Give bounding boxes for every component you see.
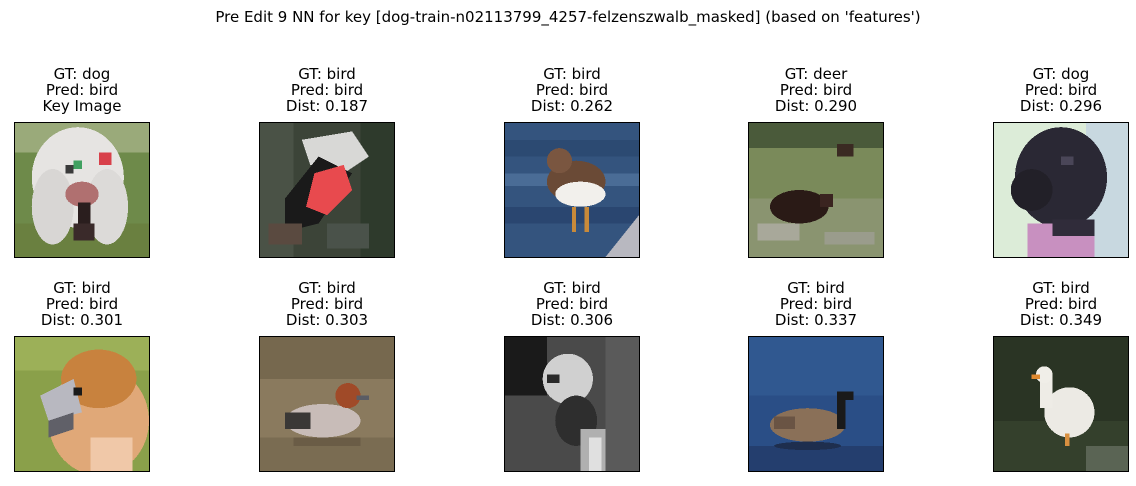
distance-label: Dist: 0.337 [774, 311, 858, 329]
panel-caption: GT: dog Pred: bird Key Image [14, 66, 150, 114]
neighbor-panel: GT: bird Pred: bird Dist: 0.303 [259, 280, 395, 472]
panel-caption: GT: dog Pred: bird Dist: 0.296 [993, 66, 1129, 114]
neighbor-panel: GT: bird Pred: bird Dist: 0.306 [504, 280, 640, 472]
distance-label: Dist: 0.303 [285, 311, 369, 329]
deer-lying-in-grass [748, 122, 884, 258]
gt-label: GT: bird [298, 279, 356, 297]
gt-label: GT: bird [543, 279, 601, 297]
pred-label: Pred: bird [45, 81, 119, 99]
neighbor-panel: GT: deer Pred: bird Dist: 0.290 [748, 66, 884, 258]
gt-label: GT: dog [1032, 65, 1090, 83]
gt-label: GT: bird [53, 279, 111, 297]
gt-label: GT: deer [784, 65, 848, 83]
distance-label: Dist: 0.290 [774, 97, 858, 115]
panel-caption: GT: bird Pred: bird Dist: 0.303 [259, 280, 395, 328]
panel-caption: GT: bird Pred: bird Dist: 0.337 [748, 280, 884, 328]
figure-title: Pre Edit 9 NN for key [dog-train-n021137… [215, 8, 921, 26]
sandpiper-on-water [504, 122, 640, 258]
gt-label: GT: bird [298, 65, 356, 83]
neighbor-panel: GT: bird Pred: bird Dist: 0.349 [993, 280, 1129, 472]
gt-label: GT: bird [543, 65, 601, 83]
gt-label: GT: bird [787, 279, 845, 297]
pred-label: Pred: bird [779, 81, 853, 99]
gt-label: GT: dog [53, 65, 111, 83]
pred-label: Pred: bird [779, 295, 853, 313]
distance-label: Dist: 0.262 [530, 97, 614, 115]
pred-label: Pred: bird [290, 81, 364, 99]
bird-red-wing [259, 122, 395, 258]
black-dog-head [993, 122, 1129, 258]
panel-caption: GT: bird Pred: bird Dist: 0.187 [259, 66, 395, 114]
pred-label: Pred: bird [1024, 81, 1098, 99]
panel-caption: GT: bird Pred: bird Dist: 0.262 [504, 66, 640, 114]
pred-label: Pred: bird [1024, 295, 1098, 313]
gt-label: GT: bird [1032, 279, 1090, 297]
neighbor-panel: GT: bird Pred: bird Dist: 0.187 [259, 66, 395, 258]
duck-on-pond [259, 336, 395, 472]
white-dog-key-image [14, 122, 150, 258]
neighbor-panel: GT: bird Pred: bird Dist: 0.337 [748, 280, 884, 472]
distance-label: Dist: 0.349 [1019, 311, 1103, 329]
distance-label: Dist: 0.187 [285, 97, 369, 115]
pred-label: Pred: bird [535, 81, 609, 99]
key-image-label: Key Image [42, 97, 122, 115]
panel-caption: GT: bird Pred: bird Dist: 0.306 [504, 280, 640, 328]
panel-caption: GT: deer Pred: bird Dist: 0.290 [748, 66, 884, 114]
panel-caption: GT: bird Pred: bird Dist: 0.301 [14, 280, 150, 328]
neighbor-panel: GT: dog Pred: bird Dist: 0.296 [993, 66, 1129, 258]
distance-label: Dist: 0.306 [530, 311, 614, 329]
hawfinch-on-grass [14, 336, 150, 472]
goose-on-blue-water [748, 336, 884, 472]
neighbor-panel: GT: bird Pred: bird Dist: 0.262 [504, 66, 640, 258]
panel-caption: GT: bird Pred: bird Dist: 0.349 [993, 280, 1129, 328]
distance-label: Dist: 0.296 [1019, 97, 1103, 115]
pred-label: Pred: bird [290, 295, 364, 313]
white-duck-dark-background [993, 336, 1129, 472]
pred-label: Pred: bird [45, 295, 119, 313]
grayscale-bird [504, 336, 640, 472]
pred-label: Pred: bird [535, 295, 609, 313]
distance-label: Dist: 0.301 [40, 311, 124, 329]
neighbor-panel: GT: dog Pred: bird Key Image [14, 66, 150, 258]
neighbor-panel: GT: bird Pred: bird Dist: 0.301 [14, 280, 150, 472]
